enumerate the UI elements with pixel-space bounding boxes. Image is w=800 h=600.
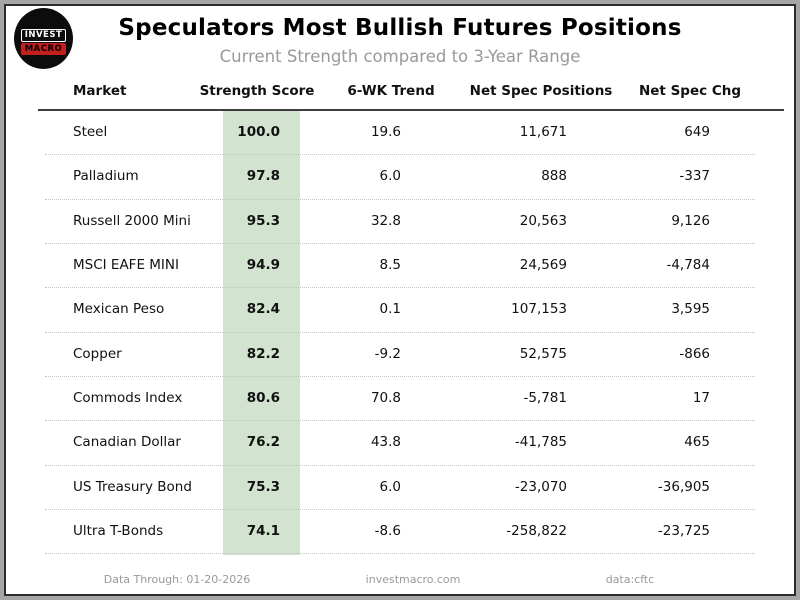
- market-cell: Russell 2000 Mini: [73, 212, 191, 229]
- net-change-cell: 649: [684, 124, 710, 140]
- trend-cell: 6.0: [379, 168, 401, 185]
- market-cell: MSCI EAFE MINI: [73, 257, 179, 274]
- trend-cell: 32.8: [370, 212, 401, 229]
- strength-score-cell: 94.9: [246, 257, 280, 274]
- net-positions-cell: 107,153: [511, 301, 567, 318]
- net-change-cell: 17: [692, 390, 710, 407]
- market-cell: Canadian Dollar: [73, 434, 181, 451]
- header-divider-line: [38, 109, 784, 111]
- footer-data-through: Data Through: 01-20-2026: [103, 573, 251, 586]
- strength-score-cell: 100.0: [237, 124, 280, 140]
- strength-score-cell: 80.6: [246, 390, 280, 407]
- strength-score-cell: 75.3: [246, 478, 280, 495]
- net-change-cell: -337: [679, 168, 710, 185]
- market-cell: Mexican Peso: [73, 301, 165, 318]
- figure-content: INVEST MACRO Speculators Most Bullish Fu…: [6, 6, 794, 594]
- table-row: Ultra T-Bonds 74.1 -8.6 -258,822 -23,725: [45, 510, 755, 555]
- column-header-strength-score: Strength Score: [199, 83, 315, 99]
- net-positions-cell: -23,070: [514, 478, 567, 495]
- footer-data-source: data:cftc: [605, 573, 655, 586]
- strength-score-cell: 97.8: [246, 168, 280, 185]
- investmacro-logo-icon: INVEST MACRO: [14, 8, 73, 69]
- net-positions-cell: 52,575: [519, 345, 567, 362]
- logo-invest-text: INVEST: [20, 29, 67, 42]
- page-subtitle: Current Strength compared to 3-Year Rang…: [219, 47, 581, 66]
- table-row: Mexican Peso 82.4 0.1 107,153 3,595: [45, 288, 755, 333]
- net-change-cell: 3,595: [671, 301, 710, 318]
- strength-score-cell: 74.1: [246, 523, 280, 540]
- table-row: US Treasury Bond 75.3 6.0 -23,070 -36,905: [45, 466, 755, 511]
- strength-score-cell: 82.4: [246, 301, 280, 318]
- net-change-cell: 465: [684, 434, 710, 451]
- net-change-cell: -4,784: [666, 257, 710, 274]
- trend-cell: -8.6: [374, 523, 401, 540]
- net-change-cell: 9,126: [671, 212, 710, 229]
- net-positions-cell: -41,785: [514, 434, 567, 451]
- table-row: Commods Index 80.6 70.8 -5,781 17: [45, 377, 755, 422]
- net-change-cell: -23,725: [657, 523, 710, 540]
- net-positions-cell: 20,563: [519, 212, 567, 229]
- trend-cell: 43.8: [370, 434, 401, 451]
- table-row: Copper 82.2 -9.2 52,575 -866: [45, 333, 755, 378]
- net-positions-cell: 24,569: [519, 257, 567, 274]
- trend-cell: 19.6: [370, 124, 401, 140]
- net-change-cell: -866: [679, 345, 710, 362]
- column-header-net-spec-chg: Net Spec Chg: [638, 83, 742, 99]
- footer-website: investmacro.com: [365, 573, 461, 586]
- trend-cell: 70.8: [370, 390, 401, 407]
- net-positions-cell: -5,781: [523, 390, 567, 407]
- strength-score-highlight-band: [223, 111, 300, 555]
- logo-macro-text: MACRO: [20, 42, 67, 55]
- market-cell: US Treasury Bond: [73, 478, 192, 495]
- column-header-market: Market: [73, 83, 127, 99]
- market-cell: Ultra T-Bonds: [73, 523, 164, 540]
- strength-score-cell: 82.2: [246, 345, 280, 362]
- table-row: Steel 100.0 19.6 11,671 649: [45, 111, 755, 156]
- column-header-net-spec-positions: Net Spec Positions: [469, 83, 613, 99]
- trend-cell: -9.2: [374, 345, 401, 362]
- market-cell: Steel: [73, 124, 108, 140]
- net-positions-cell: 888: [541, 168, 567, 185]
- table-body: Steel 100.0 19.6 11,671 649 Palladium 97.8 6.0 8…: [45, 111, 755, 555]
- table-row: MSCI EAFE MINI 94.9 8.5 24,569 -4,784: [45, 244, 755, 289]
- figure-frame: INVEST MACRO Speculators Most Bullish Fu…: [4, 4, 796, 596]
- strength-score-cell: 76.2: [246, 434, 280, 451]
- column-header-6wk-trend: 6-WK Trend: [347, 83, 435, 99]
- net-positions-cell: -258,822: [506, 523, 567, 540]
- market-cell: Copper: [73, 345, 122, 362]
- table-row: Canadian Dollar 76.2 43.8 -41,785 465: [45, 421, 755, 466]
- page-title: Speculators Most Bullish Futures Positio…: [118, 15, 682, 41]
- market-cell: Palladium: [73, 168, 139, 185]
- trend-cell: 8.5: [379, 257, 401, 274]
- trend-cell: 0.1: [379, 301, 401, 318]
- table-row: Russell 2000 Mini 95.3 32.8 20,563 9,126: [45, 200, 755, 245]
- net-change-cell: -36,905: [657, 478, 710, 495]
- trend-cell: 6.0: [379, 478, 401, 495]
- table-row: Palladium 97.8 6.0 888 -337: [45, 155, 755, 200]
- market-cell: Commods Index: [73, 390, 183, 407]
- net-positions-cell: 11,671: [519, 124, 567, 140]
- strength-score-cell: 95.3: [246, 212, 280, 229]
